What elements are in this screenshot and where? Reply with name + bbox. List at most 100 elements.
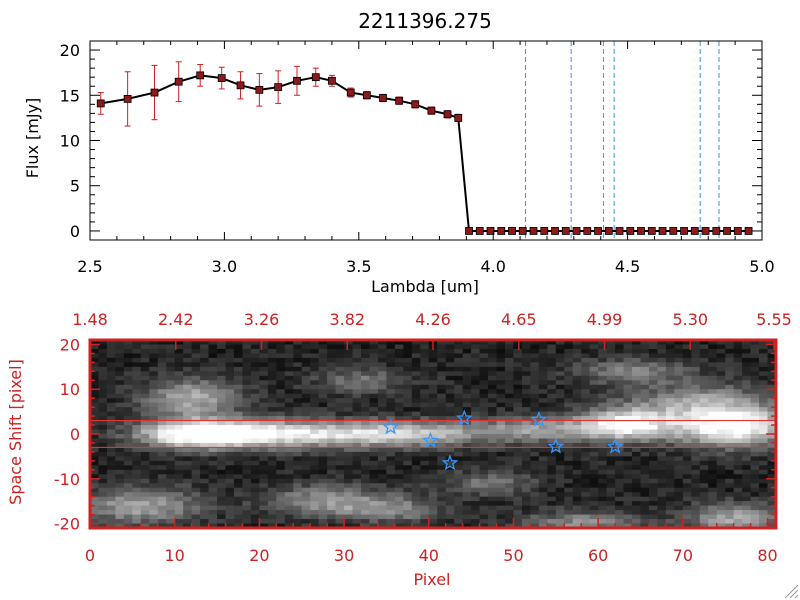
heatmap-cell (394, 469, 404, 475)
heatmap-cell (699, 429, 709, 435)
heatmap-cell (428, 514, 438, 520)
heatmap-cell (471, 456, 481, 462)
heatmap-cell (759, 344, 769, 350)
heatmap-cell (276, 474, 286, 480)
heatmap-cell (716, 344, 726, 350)
heatmap-cell (564, 460, 574, 466)
heatmap-cell (708, 501, 718, 507)
heatmap-cell (183, 340, 193, 346)
heatmap-cell (445, 398, 455, 404)
heatmap-cell (335, 434, 345, 440)
heatmap-cell (742, 474, 752, 480)
heatmap-cell (403, 492, 413, 498)
heatmap-cell (488, 447, 498, 453)
heatmap-cell (462, 501, 472, 507)
heatmap-cell (369, 442, 379, 449)
heatmap-cell (725, 402, 735, 408)
heatmap-cell (225, 416, 235, 422)
heatmap-cell (174, 375, 184, 381)
heatmap-cell (106, 393, 117, 399)
heatmap-cell (420, 371, 430, 377)
heatmap-cell (538, 429, 548, 435)
heatmap-cell (759, 348, 769, 355)
heatmap-cell (191, 487, 201, 493)
heatmap-cell (386, 514, 396, 520)
heatmap-cell (513, 483, 523, 489)
heatmap-cell (242, 460, 252, 466)
heatmap-cell (293, 375, 303, 381)
heatmap-cell (547, 514, 557, 520)
heatmap-cell (665, 505, 675, 511)
heatmap-cell (183, 393, 193, 399)
heatmap-cell (98, 389, 108, 395)
heatmap-cell (250, 420, 260, 426)
heatmap-cell (335, 487, 345, 493)
heatmap-cell (140, 362, 150, 368)
heatmap-cell (547, 434, 557, 440)
heatmap-cell (581, 442, 591, 449)
heatmap-cell (716, 447, 726, 453)
heatmap-cell (725, 438, 735, 444)
heatmap-cell (530, 398, 540, 404)
heatmap-cell (564, 384, 574, 390)
heatmap-cell (369, 519, 379, 525)
heatmap-cell (140, 510, 150, 516)
heatmap-cell (327, 425, 337, 431)
heatmap-cell (267, 420, 277, 426)
heatmap-cell (174, 505, 184, 511)
heatmap-cell (716, 438, 726, 444)
heatmap-cell (250, 469, 260, 475)
heatmap-cell (640, 416, 650, 422)
heatmap-cell (471, 478, 481, 484)
heatmap-cell (276, 469, 286, 475)
heatmap-cell (699, 353, 709, 359)
heatmap-cell (344, 451, 354, 457)
heatmap-cell (623, 465, 633, 471)
heatmap-cell (598, 344, 608, 350)
heatmap-cell (674, 456, 684, 462)
heatmap-cell (115, 487, 125, 493)
heatmap-cell (598, 474, 608, 480)
heatmap-cell (267, 505, 277, 511)
heatmap-cell (564, 402, 574, 408)
heatmap-cell (284, 469, 294, 475)
heatmap-cell (598, 407, 608, 413)
heatmap-cell (386, 411, 396, 417)
heatmap-cell (259, 344, 269, 350)
heatmap-cell (403, 460, 413, 466)
heatmap-cell (310, 510, 320, 516)
heatmap-cell (310, 496, 320, 502)
heatmap-cell (716, 514, 726, 520)
heatmap-cell (157, 429, 167, 435)
heatmap-cell (581, 416, 591, 422)
heatmap-cell (225, 442, 235, 449)
heatmap-cell (648, 420, 659, 426)
heatmap-cell (157, 460, 167, 466)
heatmap-cell (581, 465, 591, 471)
heatmap-cell (521, 393, 531, 399)
heatmap-cell (479, 496, 489, 502)
heatmap-cell (310, 375, 320, 381)
resize-grip-icon[interactable] (784, 584, 799, 599)
heatmap-cell (106, 362, 117, 368)
star-marker-2 (456, 409, 473, 426)
heatmap-cell (267, 456, 277, 462)
heatmap-cell (106, 474, 117, 480)
heatmap-cell (767, 366, 777, 372)
heatmap-cell (174, 429, 184, 435)
heatmap-cell (555, 357, 565, 363)
heatmap-cell (386, 451, 396, 457)
heatmap-cell (648, 402, 659, 408)
heatmap-cell (208, 514, 218, 520)
heatmap-cell (276, 411, 286, 417)
heatmap-cell (327, 438, 337, 444)
heatmap-cell (411, 523, 421, 529)
heatmap-cell (132, 425, 142, 431)
heatmap-cell (318, 434, 328, 440)
heatmap-cell (767, 371, 777, 377)
heatmap-cell (606, 416, 616, 422)
data-point-31 (583, 227, 592, 235)
heatmap-cell (377, 366, 388, 372)
heatmap-cell (623, 496, 633, 502)
heatmap-cell (572, 492, 582, 498)
